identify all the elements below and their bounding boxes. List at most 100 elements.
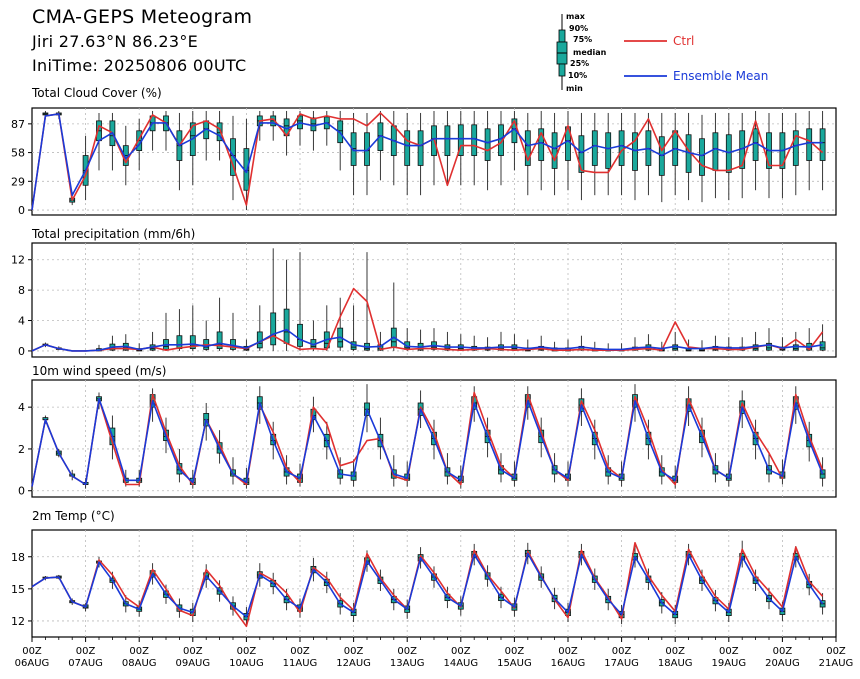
- ctrl-line: [31, 541, 824, 628]
- box-plot: [792, 331, 799, 351]
- ensemble-mean-line: [31, 552, 824, 618]
- box-plot: [417, 112, 424, 196]
- box-plot: [645, 112, 652, 196]
- initime-label: IniTime: 20250806 00UTC: [32, 56, 247, 75]
- box-body: [699, 138, 705, 176]
- box-plot: [390, 110, 397, 186]
- x-date-label: 07AUG: [68, 658, 103, 669]
- box-plot: [632, 112, 638, 201]
- x-hour-label: 00Z: [129, 646, 149, 657]
- panel-title: Total Cloud Cover (%): [31, 86, 162, 100]
- x-hour-label: 00Z: [183, 646, 203, 657]
- box-body: [591, 130, 598, 166]
- box-plot: [699, 114, 705, 203]
- x-hour-label: 00Z: [773, 646, 793, 657]
- ensemble-mean-line: [31, 113, 823, 211]
- legend-box-label: max: [566, 12, 586, 21]
- x-hour-label: 00Z: [826, 646, 846, 657]
- ctrl-line: [31, 287, 824, 352]
- x-date-label: 14AUG: [443, 658, 478, 669]
- x-date-label: 08AUG: [122, 658, 157, 669]
- box-body: [310, 117, 317, 132]
- box-plot: [792, 112, 799, 196]
- box-plot: [538, 110, 545, 191]
- legend-box-label: 90%: [569, 24, 588, 33]
- box-body: [819, 128, 826, 161]
- x-date-label: 18AUG: [658, 658, 693, 669]
- legend-box-label: 25%: [570, 59, 589, 68]
- box-body: [725, 134, 732, 173]
- x-hour-label: 00Z: [237, 646, 257, 657]
- box-body: [216, 122, 223, 142]
- x-date-label: 17AUG: [604, 658, 639, 669]
- panel-0: Total Cloud Cover (%) 0 29 58 87: [11, 86, 837, 217]
- box-plot: [766, 328, 772, 351]
- box-plot: [471, 110, 478, 186]
- legend-box-label: median: [573, 48, 607, 57]
- x-hour-label: 00Z: [505, 646, 525, 657]
- box-body: [216, 331, 223, 350]
- y-tick-label: 29: [11, 175, 25, 188]
- box-body: [444, 125, 451, 156]
- box-plot: [364, 384, 370, 433]
- box-plot: [672, 112, 679, 196]
- x-date-label: 10AUG: [229, 658, 264, 669]
- panel-frame: [31, 379, 837, 498]
- box-body: [766, 342, 772, 351]
- x-date-label: 11AUG: [283, 658, 318, 669]
- box-plot: [283, 259, 290, 351]
- panel-title: 2m Temp (°C): [32, 509, 115, 523]
- y-tick-label: 87: [11, 118, 25, 131]
- x-hour-label: 00Z: [719, 646, 739, 657]
- ensemble-mean-line: [31, 397, 824, 487]
- box-plot: [297, 252, 303, 351]
- box-plot: [605, 112, 612, 196]
- legend-box-upper: [558, 29, 566, 43]
- y-tick-label: 58: [11, 147, 25, 160]
- page-title: CMA-GEPS Meteogram: [32, 6, 253, 28]
- panels: Total Cloud Cover (%) 0 29 58 87 Total precip…: [11, 86, 837, 638]
- box-plot: [457, 334, 464, 351]
- box-body: [283, 308, 290, 344]
- legend-box-label: 75%: [573, 35, 592, 44]
- y-tick-label: 18: [11, 551, 25, 564]
- box-body: [605, 132, 612, 169]
- legend-box-label: 10%: [568, 71, 587, 80]
- x-hour-label: 00Z: [397, 646, 417, 657]
- legend-ctrl-label: Ctrl: [673, 34, 694, 48]
- box-plot: [390, 282, 397, 351]
- box-plot: [337, 110, 344, 171]
- x-hour-label: 00Z: [76, 646, 96, 657]
- box-plot: [725, 112, 732, 201]
- box-plot: [444, 110, 451, 186]
- box-plot: [712, 112, 719, 199]
- x-axis: 00Z06AUG00Z07AUG00Z08AUG00Z09AUG00Z10AUG…: [15, 637, 853, 669]
- x-hour-label: 00Z: [558, 646, 578, 657]
- location-label: Jiri 27.63°N 86.23°E: [32, 32, 199, 51]
- y-tick-label: 12: [11, 254, 25, 267]
- box-body: [417, 130, 424, 166]
- y-tick-label: 12: [11, 615, 25, 628]
- box-body: [350, 132, 357, 166]
- box-body: [297, 323, 303, 347]
- x-hour-label: 00Z: [22, 646, 42, 657]
- x-hour-label: 00Z: [344, 646, 364, 657]
- box-plot: [685, 112, 692, 201]
- y-tick-label: 0: [18, 345, 25, 358]
- box-body: [632, 132, 638, 171]
- box-plot: [672, 331, 679, 351]
- x-date-label: 19AUG: [711, 658, 746, 669]
- x-date-label: 06AUG: [15, 658, 50, 669]
- box-plot: [163, 110, 169, 151]
- box-body: [364, 132, 370, 166]
- x-date-label: 15AUG: [497, 658, 532, 669]
- box-plot: [498, 331, 504, 351]
- panel-frame: [31, 107, 837, 216]
- box-plot: [109, 112, 116, 171]
- box-plot: [176, 112, 183, 191]
- box-plot: [337, 297, 344, 351]
- box-body: [618, 130, 625, 166]
- box-body: [712, 132, 719, 171]
- x-hour-label: 00Z: [290, 646, 310, 657]
